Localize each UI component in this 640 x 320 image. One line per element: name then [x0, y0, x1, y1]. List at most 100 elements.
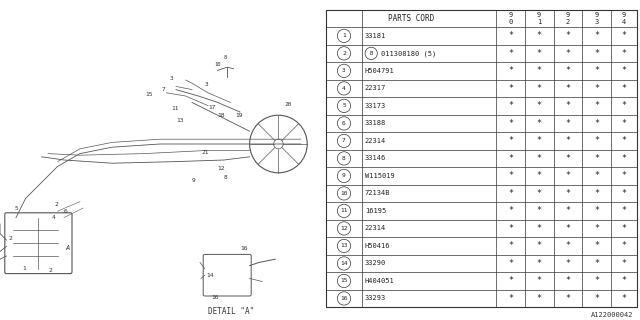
Text: *: *	[621, 276, 627, 285]
Text: 17: 17	[208, 105, 216, 110]
Text: 9
1: 9 1	[537, 12, 541, 25]
Text: *: *	[537, 206, 541, 215]
Text: *: *	[621, 31, 627, 40]
Text: 8: 8	[342, 156, 346, 161]
Text: *: *	[537, 172, 541, 180]
Text: 1: 1	[22, 266, 26, 271]
Text: *: *	[566, 172, 570, 180]
Text: 14: 14	[340, 261, 348, 266]
Text: DETAIL "A": DETAIL "A"	[208, 307, 254, 316]
Text: 9
2: 9 2	[566, 12, 570, 25]
Text: *: *	[595, 66, 599, 76]
Text: 15: 15	[146, 92, 153, 97]
Text: *: *	[508, 172, 513, 180]
Text: 2: 2	[8, 236, 12, 241]
Text: *: *	[537, 119, 541, 128]
Text: 72134B: 72134B	[365, 190, 390, 196]
Text: *: *	[595, 136, 599, 145]
Text: 22314: 22314	[365, 225, 386, 231]
Text: *: *	[566, 49, 570, 58]
Text: A122000042: A122000042	[591, 312, 634, 318]
Text: *: *	[621, 172, 627, 180]
Text: 6: 6	[64, 209, 68, 214]
Text: *: *	[537, 276, 541, 285]
Text: *: *	[621, 294, 627, 303]
Text: 3: 3	[205, 82, 209, 87]
Text: *: *	[566, 189, 570, 198]
Text: *: *	[621, 154, 627, 163]
Text: *: *	[537, 101, 541, 110]
Text: 9: 9	[342, 173, 346, 179]
Text: *: *	[508, 101, 513, 110]
Text: 7: 7	[342, 138, 346, 143]
Text: B: B	[369, 51, 373, 56]
Text: *: *	[595, 206, 599, 215]
Text: *: *	[621, 101, 627, 110]
Text: 33290: 33290	[365, 260, 386, 267]
Text: *: *	[508, 84, 513, 93]
Text: 6: 6	[342, 121, 346, 126]
Text: *: *	[595, 154, 599, 163]
Text: *: *	[537, 224, 541, 233]
Text: 3: 3	[342, 68, 346, 73]
Text: *: *	[508, 276, 513, 285]
Text: 5: 5	[15, 205, 18, 211]
Text: 33188: 33188	[365, 120, 386, 126]
Text: *: *	[566, 101, 570, 110]
Text: *: *	[508, 294, 513, 303]
Text: *: *	[566, 224, 570, 233]
Text: 10: 10	[340, 191, 348, 196]
Text: 9
0: 9 0	[508, 12, 513, 25]
Text: A: A	[65, 244, 70, 251]
Text: *: *	[566, 31, 570, 40]
Text: *: *	[595, 276, 599, 285]
Text: 1: 1	[342, 33, 346, 38]
Text: 2: 2	[342, 51, 346, 56]
Text: 16195: 16195	[365, 208, 386, 214]
Text: 9: 9	[192, 179, 196, 183]
Text: 3: 3	[170, 76, 173, 81]
Text: *: *	[566, 66, 570, 76]
Text: *: *	[621, 241, 627, 251]
Text: *: *	[595, 172, 599, 180]
Text: 4: 4	[51, 215, 55, 220]
Text: 13: 13	[176, 117, 184, 123]
Text: *: *	[566, 259, 570, 268]
Text: H404051: H404051	[365, 278, 394, 284]
Text: 13: 13	[340, 244, 348, 248]
Text: *: *	[566, 136, 570, 145]
Text: 33181: 33181	[365, 33, 386, 39]
Text: 9
4: 9 4	[622, 12, 626, 25]
Text: 4: 4	[342, 86, 346, 91]
Text: *: *	[621, 49, 627, 58]
Text: PARTS CORD: PARTS CORD	[388, 14, 435, 23]
Text: H50416: H50416	[365, 243, 390, 249]
Text: *: *	[537, 154, 541, 163]
Text: 12: 12	[218, 166, 225, 171]
Text: *: *	[595, 294, 599, 303]
Text: *: *	[537, 294, 541, 303]
Text: 9
3: 9 3	[595, 12, 599, 25]
Text: *: *	[508, 189, 513, 198]
Text: *: *	[566, 154, 570, 163]
Text: *: *	[508, 259, 513, 268]
Text: 19: 19	[236, 113, 243, 118]
Text: *: *	[595, 189, 599, 198]
Text: *: *	[508, 119, 513, 128]
Text: *: *	[508, 206, 513, 215]
Text: *: *	[537, 31, 541, 40]
Text: *: *	[566, 241, 570, 251]
Text: 33293: 33293	[365, 295, 386, 301]
Text: *: *	[621, 66, 627, 76]
Text: *: *	[621, 119, 627, 128]
Text: *: *	[621, 224, 627, 233]
Text: 21: 21	[202, 149, 209, 155]
Text: *: *	[537, 136, 541, 145]
Text: 33173: 33173	[365, 103, 386, 109]
Text: *: *	[508, 49, 513, 58]
Text: *: *	[595, 241, 599, 251]
Text: *: *	[621, 206, 627, 215]
Text: 11: 11	[172, 106, 179, 111]
Text: *: *	[537, 189, 541, 198]
Text: *: *	[537, 49, 541, 58]
